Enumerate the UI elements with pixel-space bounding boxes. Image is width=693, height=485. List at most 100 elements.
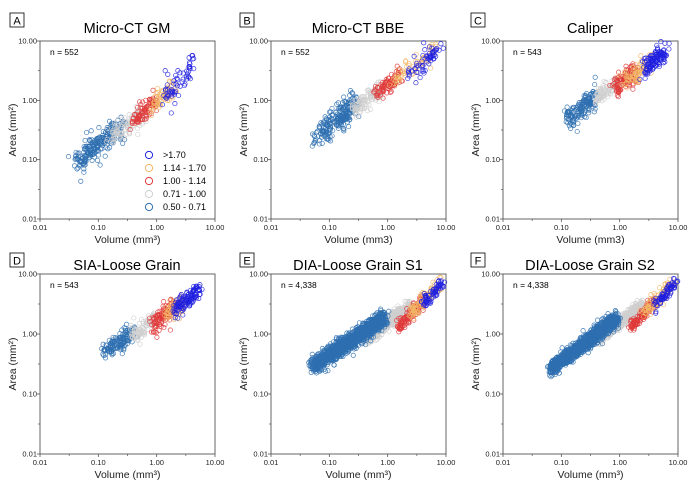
data-point xyxy=(433,53,439,59)
legend-marker xyxy=(144,202,154,212)
data-point xyxy=(422,47,428,53)
data-point xyxy=(597,86,603,93)
data-point xyxy=(130,115,136,121)
data-point xyxy=(173,81,179,87)
data-point xyxy=(82,137,88,144)
data-point xyxy=(592,101,598,107)
sample-count: n = 4,338 xyxy=(281,280,317,290)
data-point xyxy=(86,151,92,157)
data-point xyxy=(347,116,353,122)
data-point xyxy=(105,146,111,152)
data-point xyxy=(159,102,165,108)
data-point xyxy=(623,69,629,75)
data-point xyxy=(139,105,146,111)
data-point xyxy=(164,82,170,88)
data-point xyxy=(132,112,138,118)
data-point xyxy=(367,106,373,112)
panel-f: F DIA-Loose Grain S2 0.010.010.100.101.0… xyxy=(470,252,687,481)
data-point xyxy=(419,58,425,64)
x-tick-label: 10.00 xyxy=(437,223,456,232)
data-point xyxy=(373,93,379,99)
data-point xyxy=(102,153,108,159)
data-point xyxy=(384,90,390,96)
data-point xyxy=(575,101,582,108)
data-point xyxy=(579,106,585,112)
data-point xyxy=(135,131,141,138)
data-point xyxy=(95,140,101,146)
scatter-points xyxy=(309,40,446,149)
data-point xyxy=(136,99,143,105)
data-point xyxy=(353,97,360,103)
data-point xyxy=(624,77,630,83)
data-point xyxy=(572,107,578,113)
data-point xyxy=(72,156,78,162)
panel-title: Caliper xyxy=(567,21,613,37)
data-point xyxy=(327,126,334,132)
y-tick-label: 10.00 xyxy=(249,37,268,46)
data-point xyxy=(314,128,321,134)
data-point xyxy=(333,122,339,128)
data-point xyxy=(414,60,420,66)
legend-label: >1.70 xyxy=(163,150,186,160)
data-point xyxy=(419,60,425,66)
data-point xyxy=(112,122,118,129)
data-point xyxy=(135,125,141,132)
data-point xyxy=(641,69,648,76)
data-point xyxy=(104,126,110,132)
panel-title: Micro-CT GM xyxy=(84,21,171,37)
sample-count: n = 552 xyxy=(281,47,310,57)
data-point xyxy=(80,150,86,156)
data-point xyxy=(115,122,122,128)
data-point xyxy=(316,141,323,147)
data-point xyxy=(405,75,411,82)
y-tick-label: 10.00 xyxy=(18,270,37,279)
data-point xyxy=(324,129,330,135)
data-point xyxy=(78,158,84,164)
data-point xyxy=(159,87,165,94)
data-point xyxy=(380,86,386,92)
data-point xyxy=(319,127,325,133)
panel-a: A Micro-CT GM 0.010.010.100.101.001.0010… xyxy=(7,12,224,246)
data-point xyxy=(388,71,395,77)
data-point xyxy=(95,142,101,148)
data-point xyxy=(81,160,87,166)
legend-marker xyxy=(144,176,154,186)
data-point xyxy=(630,73,636,79)
data-point xyxy=(616,89,622,95)
data-point xyxy=(358,100,364,106)
x-axis-label: Volume (mm³) xyxy=(95,234,161,246)
data-point xyxy=(354,105,360,111)
data-point xyxy=(575,113,581,119)
x-tick-label: 1.00 xyxy=(380,223,395,232)
y-tick-label: 10.00 xyxy=(481,37,500,46)
data-point xyxy=(143,114,150,120)
data-point xyxy=(78,159,84,165)
data-point xyxy=(403,58,409,64)
data-point xyxy=(430,49,436,56)
data-point xyxy=(592,81,598,88)
data-point xyxy=(637,76,643,82)
data-point xyxy=(118,123,124,129)
data-point xyxy=(359,106,365,112)
data-point xyxy=(179,79,185,85)
y-tick-label: 0.01 xyxy=(22,215,37,224)
data-point xyxy=(604,91,610,97)
data-point xyxy=(364,108,370,114)
panel-title: DIA-Loose Grain S1 xyxy=(293,258,423,274)
data-point xyxy=(573,115,579,122)
data-point xyxy=(119,130,125,136)
data-point xyxy=(366,102,372,108)
x-tick-label: 1.00 xyxy=(380,458,395,467)
data-point xyxy=(78,178,84,184)
plot-frame xyxy=(39,40,216,220)
data-point xyxy=(386,82,392,88)
data-point xyxy=(630,67,636,73)
data-point xyxy=(147,96,153,102)
data-point xyxy=(111,125,118,131)
data-point xyxy=(135,117,142,123)
data-point xyxy=(177,70,183,76)
scatter-points xyxy=(65,53,197,184)
data-point xyxy=(111,136,117,142)
data-point xyxy=(426,53,432,59)
data-point xyxy=(127,127,133,133)
